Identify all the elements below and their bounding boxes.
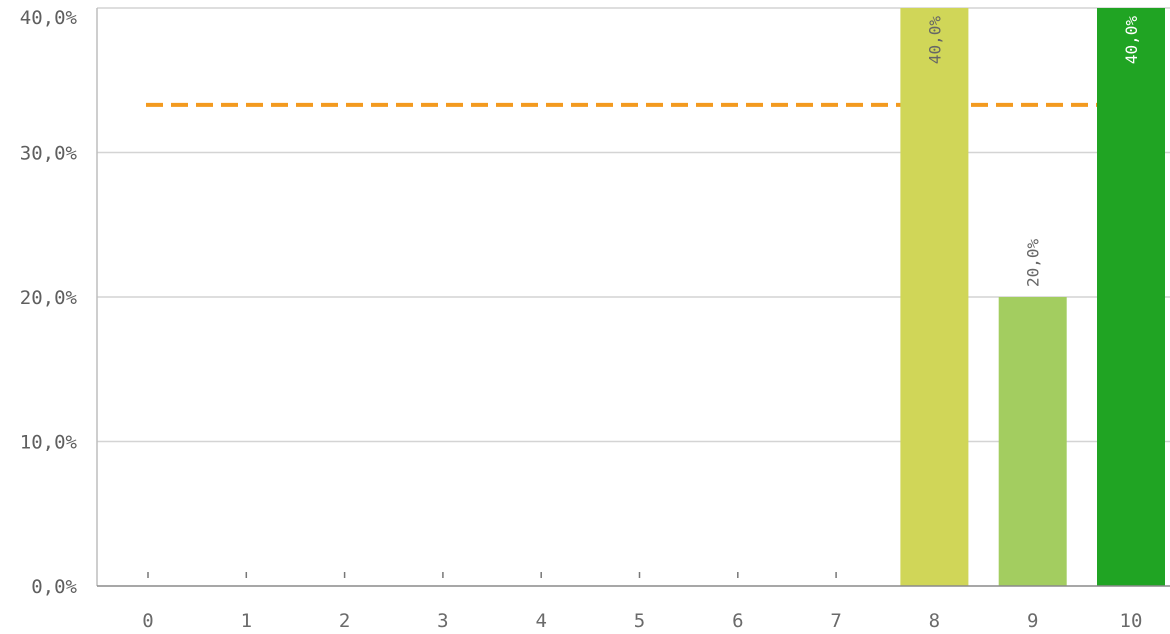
data-labels: 40,0% 20,0% 40,0% [925, 16, 1141, 287]
bar-10 [1097, 8, 1165, 586]
y-axis-tick-labels: 0,0% 10,0% 20,0% 30,0% 40,0% [20, 7, 78, 598]
data-label: 40,0% [1122, 16, 1141, 65]
x-tick-label: 7 [830, 610, 841, 632]
y-tick-label: 0,0% [31, 576, 77, 598]
x-tick-label: 6 [732, 610, 743, 632]
bars [900, 8, 1165, 586]
x-tick-label: 3 [437, 610, 448, 632]
x-tick-label: 10 [1120, 610, 1143, 632]
x-tick-label: 5 [634, 610, 645, 632]
data-label: 20,0% [1024, 238, 1043, 287]
x-tick-label: 8 [929, 610, 940, 632]
x-tick-label: 2 [339, 610, 350, 632]
bar-9 [998, 297, 1067, 586]
y-tick-label: 20,0% [20, 287, 78, 309]
bar-8 [900, 8, 969, 586]
data-label: 40,0% [925, 16, 944, 65]
y-tick-label: 10,0% [20, 432, 78, 454]
x-tick-label: 4 [535, 610, 546, 632]
x-tick-label: 1 [241, 610, 252, 632]
gridlines [97, 7, 1170, 443]
x-tick-label: 9 [1027, 610, 1038, 632]
axes [96, 8, 1170, 587]
y-tick-label: 30,0% [20, 143, 78, 165]
x-tick-label: 0 [142, 610, 153, 632]
y-tick-label: 40,0% [20, 7, 78, 29]
x-axis-tick-labels: 0 1 2 3 4 5 6 7 8 9 10 [142, 610, 1142, 632]
